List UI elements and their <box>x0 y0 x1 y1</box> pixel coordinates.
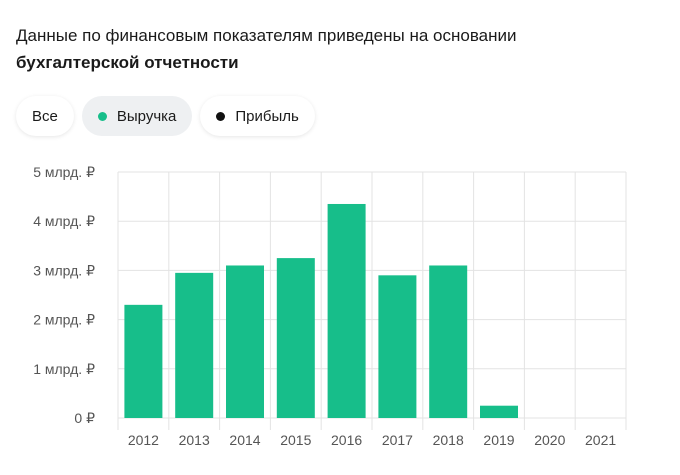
x-tick-label: 2012 <box>128 432 159 448</box>
intro-regular-text: Данные по финансовым показателям приведе… <box>16 26 517 45</box>
bar-2015 <box>276 258 315 418</box>
x-tick-label: 2021 <box>585 432 616 448</box>
revenue-dot-icon <box>97 111 107 121</box>
bar-2012 <box>124 304 163 418</box>
y-tick-label: 4 млрд. ₽ <box>33 213 95 229</box>
bar-2017 <box>378 275 417 418</box>
x-tick-label: 2020 <box>534 432 565 448</box>
y-tick-label: 5 млрд. ₽ <box>33 164 95 180</box>
profit-dot-icon <box>216 111 226 121</box>
bar-2014 <box>226 265 264 418</box>
bar-2013 <box>175 272 214 418</box>
x-tick-label: 2014 <box>229 432 260 448</box>
bar-2018 <box>429 265 468 418</box>
x-tick-label: 2015 <box>280 432 311 448</box>
filter-profit-button[interactable]: Прибыль <box>200 96 315 136</box>
x-tick-label: 2019 <box>483 432 514 448</box>
x-tick-label: 2018 <box>433 432 464 448</box>
y-tick-label: 0 ₽ <box>74 410 95 426</box>
bar-2016 <box>327 203 366 418</box>
filter-revenue-label: Выручка <box>116 107 177 125</box>
filter-all-label: Все <box>32 107 58 125</box>
y-tick-label: 2 млрд. ₽ <box>33 312 95 328</box>
filter-profit-label: Прибыль <box>235 107 299 125</box>
x-tick-label: 2016 <box>331 432 362 448</box>
filter-all-button[interactable]: Все <box>16 96 74 136</box>
filter-chips: Все Выручка Прибыль <box>16 96 315 136</box>
bar-2019 <box>480 405 518 418</box>
filter-revenue-button[interactable]: Выручка <box>81 96 193 136</box>
y-tick-label: 1 млрд. ₽ <box>33 361 95 377</box>
x-tick-label: 2017 <box>382 432 413 448</box>
x-tick-label: 2013 <box>179 432 210 448</box>
y-tick-label: 3 млрд. ₽ <box>33 262 95 278</box>
intro-bold-text: бухгалтерской отчетности <box>16 53 239 72</box>
intro-text: Данные по финансовым показателям приведе… <box>16 22 616 76</box>
